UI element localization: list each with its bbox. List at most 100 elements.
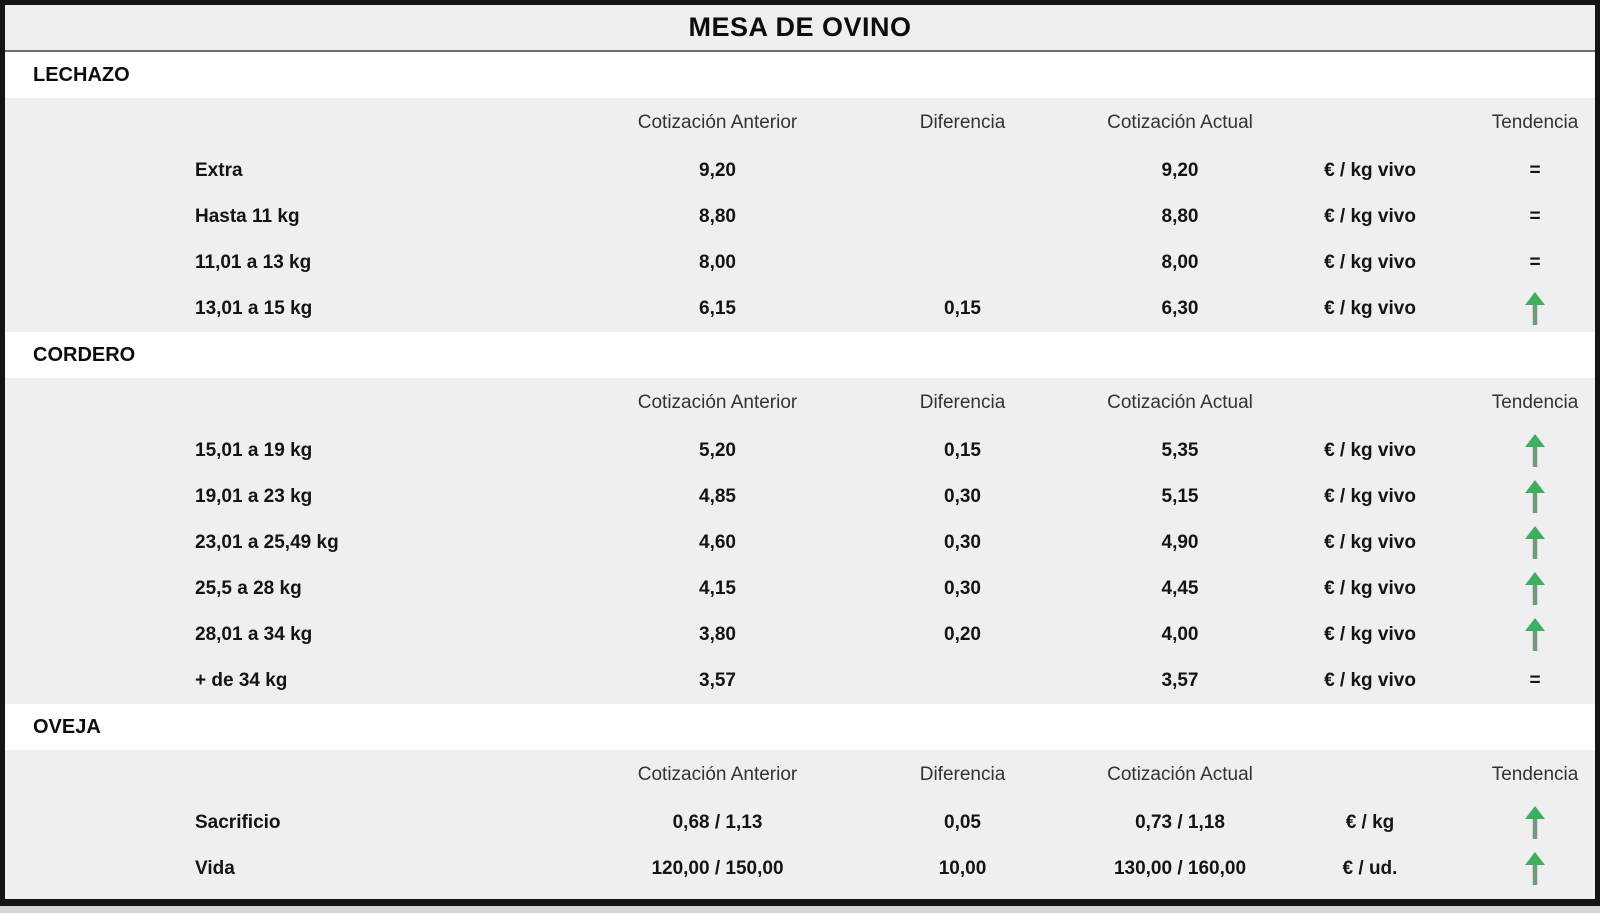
diferencia-value: 0,20: [944, 624, 981, 645]
price-row: + de 34 kg 3,57 3,57 € / kg vivo =: [5, 658, 1595, 704]
trend-up-arrow-icon: [1475, 851, 1595, 887]
cotizacion-actual-value: 0,73 / 1,18: [1135, 812, 1225, 833]
diferencia-value: 0,30: [944, 578, 981, 599]
diferencia-value: 0,15: [944, 440, 981, 461]
cotizacion-actual-value: 8,00: [1161, 252, 1199, 273]
cotizacion-actual-value: 5,15: [1161, 486, 1199, 507]
section-title-lechazo: LECHAZO: [5, 52, 1595, 98]
column-header-diferencia: Diferencia: [919, 764, 1006, 785]
section-title-oveja: OVEJA: [5, 704, 1595, 750]
price-row: Vida 120,00 / 150,00 10,00 130,00 / 160,…: [5, 846, 1595, 892]
section-body: Cotización Anterior Diferencia Cotizació…: [5, 378, 1595, 704]
column-header-cotizacion-anterior: Cotización Anterior: [637, 392, 798, 413]
unit-label: € / kg vivo: [1324, 532, 1416, 553]
cotizacion-actual-value: 4,90: [1161, 532, 1199, 553]
column-header-cotizacion-anterior: Cotización Anterior: [637, 112, 798, 133]
trend-up-arrow-icon: [1475, 617, 1595, 653]
column-header-cotizacion-anterior: Cotización Anterior: [637, 764, 798, 785]
column-header-cotizacion-actual: Cotización Actual: [1107, 392, 1253, 413]
cotizacion-actual-value: 9,20: [1161, 160, 1199, 181]
column-header-tendencia: Tendencia: [1491, 392, 1579, 413]
diferencia-value: 0,05: [944, 812, 981, 833]
table-title: MESA DE OVINO: [5, 5, 1595, 52]
trend-up-arrow-icon: [1475, 291, 1595, 327]
cotizacion-actual-value: 5,35: [1161, 440, 1199, 461]
row-label: Extra: [195, 160, 243, 181]
diferencia-value: 0,30: [944, 486, 981, 507]
unit-label: € / kg vivo: [1324, 670, 1416, 691]
trend-up-arrow-icon: [1475, 571, 1595, 607]
cotizacion-actual-value: 130,00 / 160,00: [1113, 858, 1247, 879]
column-header-cotizacion-actual: Cotización Actual: [1107, 764, 1253, 785]
unit-label: € / kg: [1345, 812, 1395, 833]
column-header-tendencia: Tendencia: [1491, 764, 1579, 785]
price-row: 19,01 a 23 kg 4,85 0,30 5,15 € / kg vivo: [5, 474, 1595, 520]
unit-label: € / ud.: [1342, 858, 1398, 879]
cotizacion-anterior-value: 3,57: [699, 670, 736, 691]
section-title-cordero: CORDERO: [5, 332, 1595, 378]
cotizacion-actual-value: 6,30: [1161, 298, 1199, 319]
column-header-row: Cotización Anterior Diferencia Cotizació…: [5, 98, 1595, 148]
price-section: LECHAZO Cotización Anterior Diferencia C…: [5, 52, 1595, 332]
price-row: 13,01 a 15 kg 6,15 0,15 6,30 € / kg vivo: [5, 286, 1595, 332]
rows-container: 15,01 a 19 kg 5,20 0,15 5,35 € / kg vivo…: [5, 428, 1595, 704]
row-label: 25,5 a 28 kg: [195, 578, 302, 599]
cotizacion-actual-value: 3,57: [1161, 670, 1199, 691]
price-row: Hasta 11 kg 8,80 8,80 € / kg vivo =: [5, 194, 1595, 240]
cotizacion-anterior-value: 9,20: [699, 160, 736, 181]
cotizacion-anterior-value: 8,80: [699, 206, 736, 227]
cotizacion-anterior-value: 3,80: [699, 624, 736, 645]
cotizacion-actual-value: 4,45: [1161, 578, 1199, 599]
row-label: + de 34 kg: [195, 670, 288, 691]
row-label: 11,01 a 13 kg: [195, 252, 312, 273]
cotizacion-anterior-value: 5,20: [699, 440, 736, 461]
cotizacion-actual-value: 8,80: [1161, 206, 1199, 227]
cotizacion-anterior-value: 4,15: [699, 578, 736, 599]
price-row: Extra 9,20 9,20 € / kg vivo =: [5, 148, 1595, 194]
row-label: 15,01 a 19 kg: [195, 440, 313, 461]
row-label: 23,01 a 25,49 kg: [195, 532, 339, 553]
price-row: 11,01 a 13 kg 8,00 8,00 € / kg vivo =: [5, 240, 1595, 286]
price-row: 25,5 a 28 kg 4,15 0,30 4,45 € / kg vivo: [5, 566, 1595, 612]
trend-up-arrow-icon: [1475, 479, 1595, 515]
column-header-tendencia: Tendencia: [1491, 112, 1579, 133]
diferencia-value: 0,15: [944, 298, 981, 319]
rows-container: Sacrificio 0,68 / 1,13 0,05 0,73 / 1,18 …: [5, 800, 1595, 892]
row-label: Sacrificio: [195, 812, 281, 833]
cotizacion-anterior-value: 4,60: [699, 532, 736, 553]
row-label: Vida: [195, 858, 235, 879]
trend-up-arrow-icon: [1475, 525, 1595, 561]
column-header-diferencia: Diferencia: [919, 392, 1006, 413]
column-header-row: Cotización Anterior Diferencia Cotizació…: [5, 378, 1595, 428]
row-label: 13,01 a 15 kg: [195, 298, 313, 319]
cotizacion-anterior-value: 6,15: [699, 298, 736, 319]
price-row: 23,01 a 25,49 kg 4,60 0,30 4,90 € / kg v…: [5, 520, 1595, 566]
unit-label: € / kg vivo: [1324, 440, 1416, 461]
trend-up-arrow-icon: [1475, 433, 1595, 469]
price-row: 28,01 a 34 kg 3,80 0,20 4,00 € / kg vivo: [5, 612, 1595, 658]
unit-label: € / kg vivo: [1324, 578, 1416, 599]
unit-label: € / kg vivo: [1324, 160, 1416, 181]
sections-container: LECHAZO Cotización Anterior Diferencia C…: [5, 52, 1595, 892]
price-row: Sacrificio 0,68 / 1,13 0,05 0,73 / 1,18 …: [5, 800, 1595, 846]
unit-label: € / kg vivo: [1324, 206, 1416, 227]
unit-label: € / kg vivo: [1324, 624, 1416, 645]
unit-label: € / kg vivo: [1324, 486, 1416, 507]
column-header-diferencia: Diferencia: [919, 112, 1006, 133]
row-label: Hasta 11 kg: [195, 206, 300, 227]
price-row: 15,01 a 19 kg 5,20 0,15 5,35 € / kg vivo: [5, 428, 1595, 474]
column-header-row: Cotización Anterior Diferencia Cotizació…: [5, 750, 1595, 800]
rows-container: Extra 9,20 9,20 € / kg vivo = Hasta 11 k…: [5, 148, 1595, 332]
price-section: OVEJA Cotización Anterior Diferencia Cot…: [5, 704, 1595, 892]
row-label: 19,01 a 23 kg: [195, 486, 313, 507]
cotizacion-actual-value: 4,00: [1161, 624, 1199, 645]
unit-label: € / kg vivo: [1324, 298, 1416, 319]
row-label: 28,01 a 34 kg: [195, 624, 313, 645]
trend-up-arrow-icon: [1475, 805, 1595, 841]
cotizacion-anterior-value: 4,85: [699, 486, 736, 507]
cotizacion-anterior-value: 8,00: [699, 252, 736, 273]
cotizacion-anterior-value: 120,00 / 150,00: [651, 858, 784, 879]
column-header-cotizacion-actual: Cotización Actual: [1107, 112, 1253, 133]
diferencia-value: 10,00: [938, 858, 987, 879]
